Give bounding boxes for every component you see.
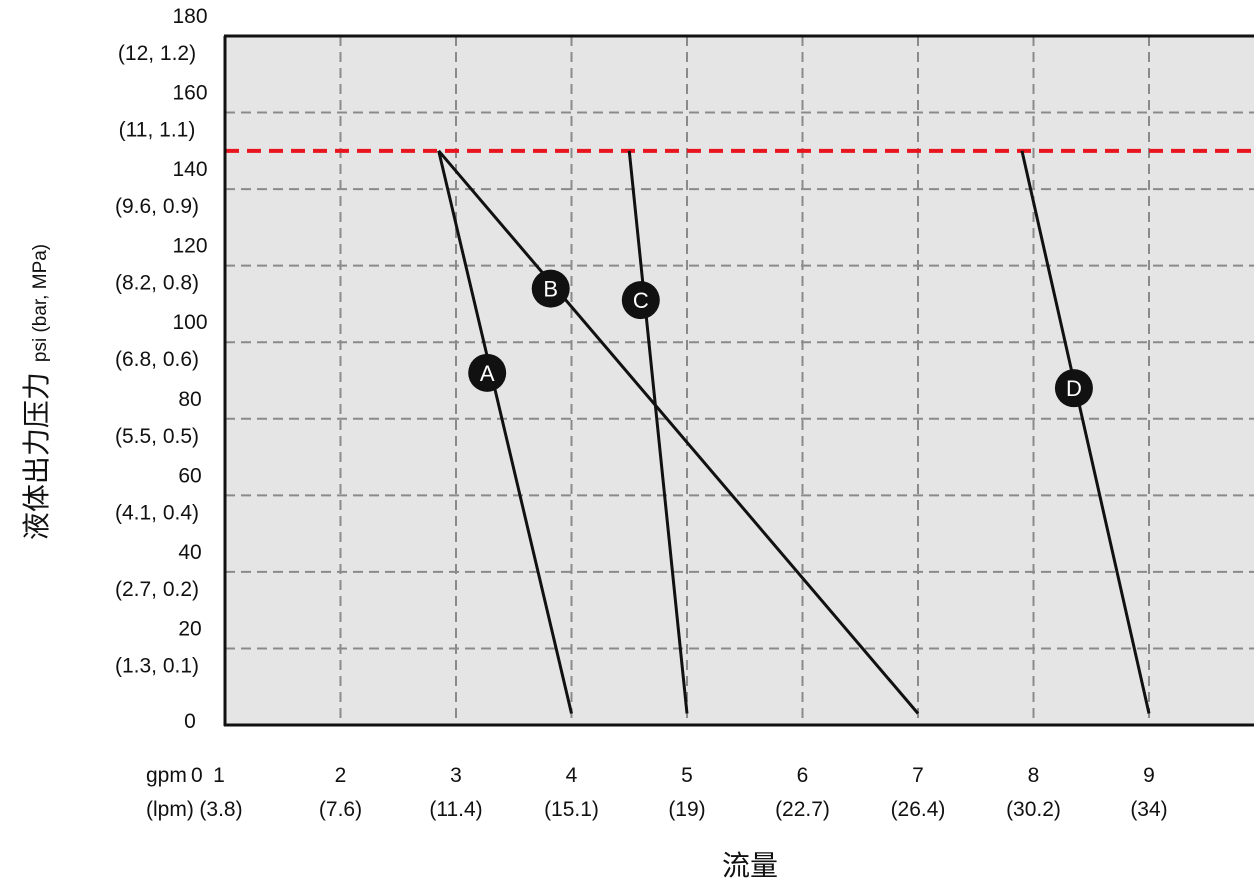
svg-text:液体出力压力 psi (bar, MPa): 液体出力压力 psi (bar, MPa) <box>20 244 53 540</box>
series-line-d <box>1020 150 1151 714</box>
y-tick-sublabel: (2.7, 0.2) <box>115 578 199 601</box>
x-tick-label: 9 <box>1143 764 1155 787</box>
series-line-a <box>437 150 573 714</box>
x-tick-label: 4 <box>566 764 578 787</box>
y-tick-label: 60 <box>178 464 201 487</box>
x-tick-label: 7 <box>912 764 924 787</box>
x-tick-label: 8 <box>1028 764 1040 787</box>
series-marker-c <box>621 281 660 320</box>
y-axis-title-unit: psi (bar, MPa) <box>30 244 51 362</box>
x-tick-label: 6 <box>797 764 809 787</box>
x-axis-title: 流量 <box>722 849 778 882</box>
x-unit-secondary-label: (lpm) <box>146 798 194 821</box>
x-origin-label: 0 <box>191 764 203 787</box>
y-tick-labels: 0 20 (1.3, 0.1) 40 (2.7, 0.2) 60 (4.1, 0.4) 80 (… <box>115 5 208 733</box>
series-line-b <box>437 149 920 715</box>
series-marker-label-b: B <box>543 277 558 302</box>
y-tick-sublabel: (4.1, 0.4) <box>115 501 199 524</box>
y-tick-label: 20 <box>178 617 201 640</box>
y-tick-label: 160 <box>172 82 207 105</box>
x-tick-label: 3 <box>450 764 462 787</box>
x-tick-sublabel: (3.8) <box>199 798 242 821</box>
series-marker-b <box>531 269 570 308</box>
x-tick-sublabel: (7.6) <box>319 798 362 821</box>
y-tick-sublabel: (5.5, 0.5) <box>115 425 199 448</box>
series-marker-a <box>468 353 507 392</box>
y-tick-label: 140 <box>172 158 207 181</box>
x-tick-label: 1 <box>213 764 225 787</box>
x-tick-sublabel: (26.4) <box>891 798 946 821</box>
y-tick-sublabel: (11, 1.1) <box>119 119 196 142</box>
series-line-c <box>627 150 689 714</box>
series-marker-d <box>1054 369 1093 408</box>
y-tick-label: 180 <box>172 5 207 28</box>
x-tick-labels: gpm 0 (lpm) 1 (3.8) 2 (7.6) 3 (11.4) 4 (15.1) 5 (… <box>146 764 1168 821</box>
series-marker-label-d: D <box>1066 376 1082 401</box>
y-axis-title-main: 液体出力压力 <box>20 372 53 540</box>
series-marker-label-a: A <box>480 361 495 386</box>
x-tick-sublabel: (34) <box>1130 798 1167 821</box>
series-markers: A B C D <box>468 269 1093 408</box>
x-tick-sublabel: (30.2) <box>1006 798 1061 821</box>
y-tick-label: 80 <box>178 388 201 411</box>
y-tick-label: 100 <box>172 311 207 334</box>
plot-axes <box>223 34 1254 727</box>
y-tick-sublabel: (1.3, 0.1) <box>115 654 199 677</box>
y-tick-sublabel: (12, 1.2) <box>118 42 196 65</box>
x-unit-primary-label: gpm <box>146 764 187 787</box>
x-tick-label: 5 <box>681 764 693 787</box>
x-tick-sublabel: (19) <box>668 798 705 821</box>
x-tick-sublabel: (22.7) <box>775 798 830 821</box>
y-tick-sublabel: (6.8, 0.6) <box>115 348 199 371</box>
y-tick-sublabel: (9.6, 0.9) <box>115 195 199 218</box>
plot-area <box>225 36 1254 725</box>
y-tick-label: 0 <box>184 710 196 733</box>
y-axis-title: 液体出力压力 psi (bar, MPa) <box>20 244 53 540</box>
y-tick-sublabel: (8.2, 0.8) <box>115 272 199 295</box>
x-tick-sublabel: (11.4) <box>429 798 482 821</box>
x-tick-sublabel: (15.1) <box>544 798 599 821</box>
y-tick-label: 120 <box>172 235 207 258</box>
series-marker-label-c: C <box>633 288 649 313</box>
y-tick-label: 40 <box>178 541 201 564</box>
series-lines <box>437 149 1151 715</box>
x-tick-label: 2 <box>335 764 347 787</box>
